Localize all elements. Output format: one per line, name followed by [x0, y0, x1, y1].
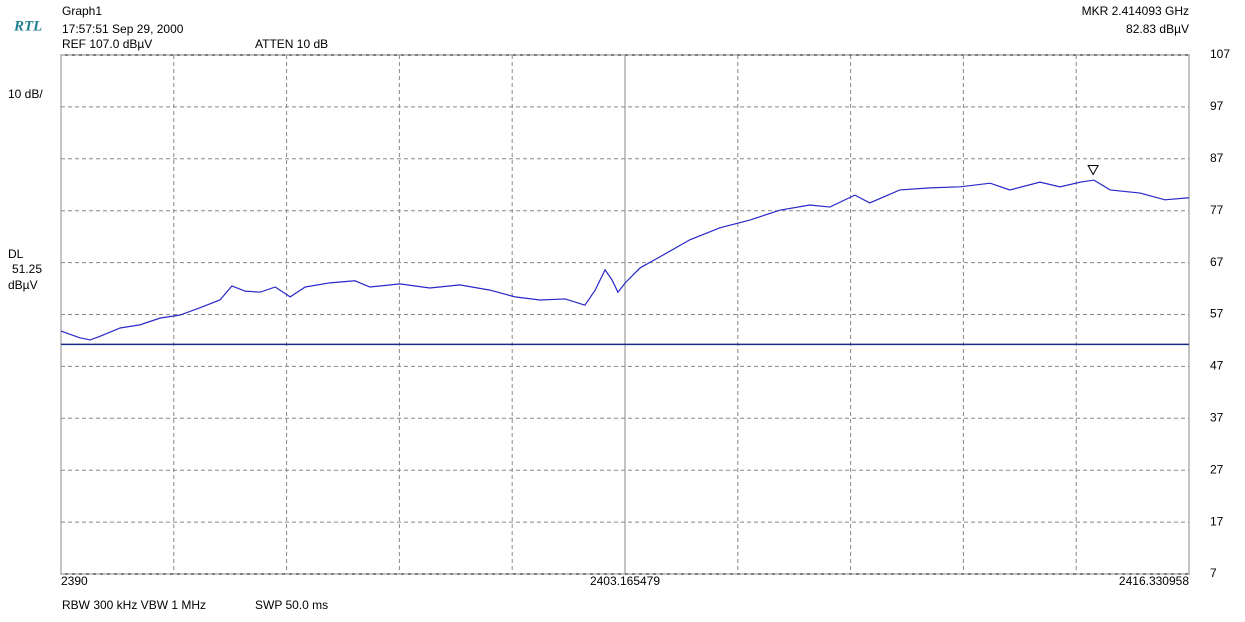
y-tick-label: 57	[1210, 307, 1224, 321]
display-line-label: DL	[8, 247, 24, 261]
marker-frequency: MKR 2.414093 GHz	[1082, 4, 1189, 18]
marker	[1087, 164, 1099, 176]
display-line-value: 51.25	[12, 262, 42, 276]
y-tick-label: 87	[1210, 151, 1224, 165]
y-tick-label: 107	[1210, 47, 1230, 61]
y-tick-label: 77	[1210, 203, 1224, 217]
sweep-time: SWP 50.0 ms	[255, 598, 328, 612]
scale-label: 10 dB/	[8, 87, 43, 101]
x-tick-label: 2390	[61, 574, 88, 588]
reference-level: REF 107.0 dBµV	[62, 37, 152, 51]
x-tick-label: 2403.165479	[590, 574, 660, 588]
y-tick-label: 47	[1210, 359, 1224, 373]
display-line-unit: dBµV	[8, 278, 38, 292]
trace	[60, 179, 1190, 341]
y-tick-label: 17	[1210, 514, 1224, 528]
x-tick-label: 2416.330958	[1119, 574, 1189, 588]
logo: RTL	[13, 18, 42, 34]
bandwidth-settings: RBW 300 kHz VBW 1 MHz	[62, 598, 206, 612]
y-tick-label: 67	[1210, 255, 1224, 269]
y-tick-label: 97	[1210, 99, 1224, 113]
timestamp: 17:57:51 Sep 29, 2000	[62, 22, 184, 36]
marker-level: 82.83 dBµV	[1126, 22, 1189, 36]
y-tick-label: 27	[1210, 462, 1224, 476]
y-tick-label: 37	[1210, 410, 1224, 424]
graph-title: Graph1	[62, 4, 102, 18]
y-tick-label: 7	[1210, 566, 1217, 580]
attenuation: ATTEN 10 dB	[255, 37, 328, 51]
